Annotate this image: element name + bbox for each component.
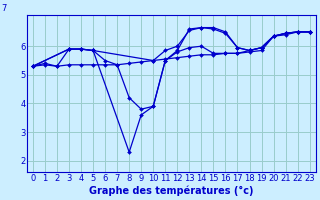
Text: 7: 7: [1, 4, 7, 13]
X-axis label: Graphe des températures (°c): Graphe des températures (°c): [89, 185, 253, 196]
